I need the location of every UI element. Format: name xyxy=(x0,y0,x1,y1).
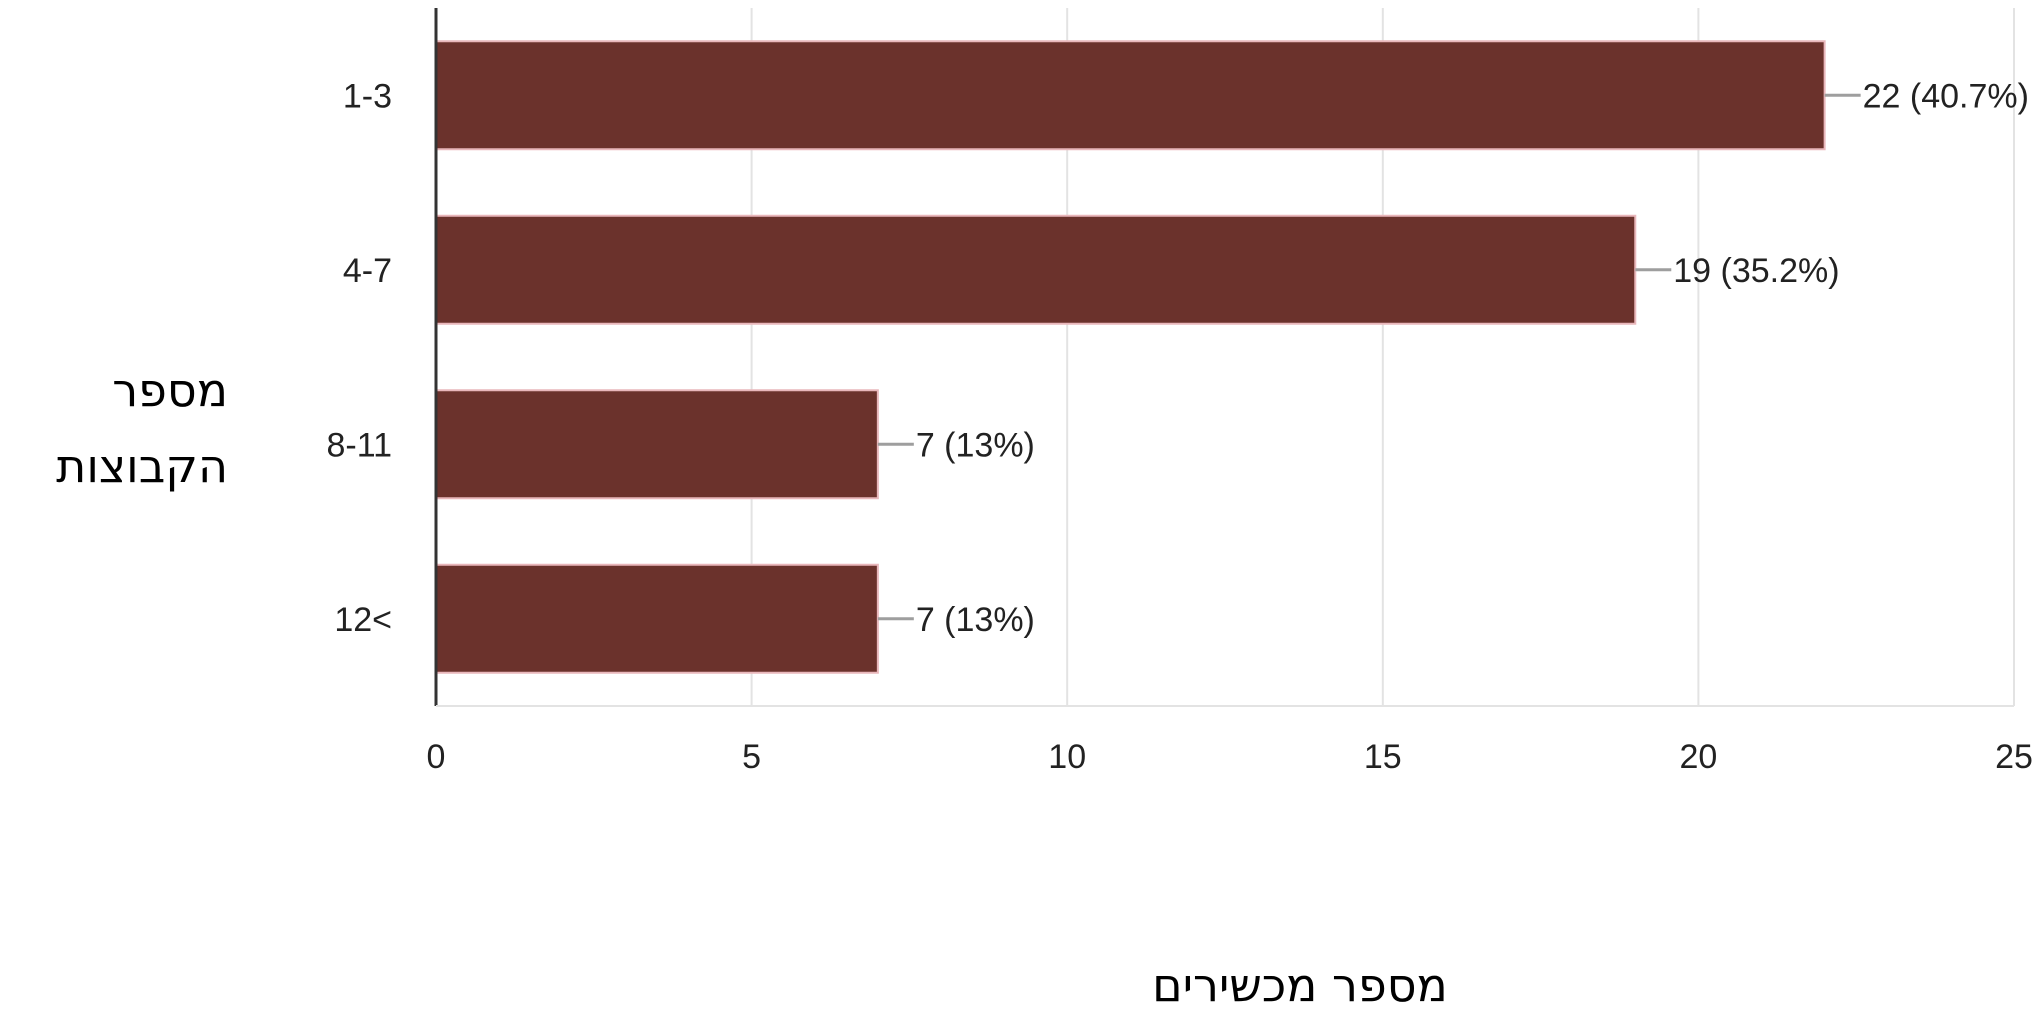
x-tick-label-15: 15 xyxy=(1364,738,1402,776)
y-tick-label-2: 4-7 xyxy=(343,252,392,290)
data-label-4: 7 (13%) xyxy=(916,601,1035,639)
bar-3 xyxy=(435,389,879,500)
y-tick-label-4: 12< xyxy=(334,601,392,639)
x-tick-label-0: 0 xyxy=(427,738,446,776)
x-tick-labels: 0 5 10 15 20 25 xyxy=(427,738,2033,776)
data-labels: 22 (40.7%) 19 (35.2%) 7 (13%) 7 (13%) xyxy=(877,77,2029,639)
data-label-3: 7 (13%) xyxy=(916,426,1035,464)
bar-2 xyxy=(435,214,1637,325)
y-axis-label-line-2: הקבוצות xyxy=(56,439,228,493)
bars xyxy=(435,40,1826,674)
x-axis-label: מספר מכשירים xyxy=(1152,958,1448,1012)
x-tick-label-5: 5 xyxy=(742,738,761,776)
axes xyxy=(434,8,2014,707)
x-tick-label-20: 20 xyxy=(1679,738,1717,776)
data-label-1: 22 (40.7%) xyxy=(1863,77,2029,115)
bar-1 xyxy=(435,40,1826,151)
y-axis-label-line-1: מספר xyxy=(112,363,228,417)
y-tick-labels: 1-3 4-7 8-11 12< xyxy=(326,77,392,639)
x-tick-label-25: 25 xyxy=(1995,738,2033,776)
bar-4 xyxy=(435,563,879,674)
y-axis-label: מספר הקבוצות xyxy=(0,352,228,504)
x-tick-label-10: 10 xyxy=(1048,738,1086,776)
y-tick-label-3: 8-11 xyxy=(326,426,392,464)
data-label-2: 19 (35.2%) xyxy=(1673,252,1839,290)
y-tick-label-1: 1-3 xyxy=(343,77,392,115)
